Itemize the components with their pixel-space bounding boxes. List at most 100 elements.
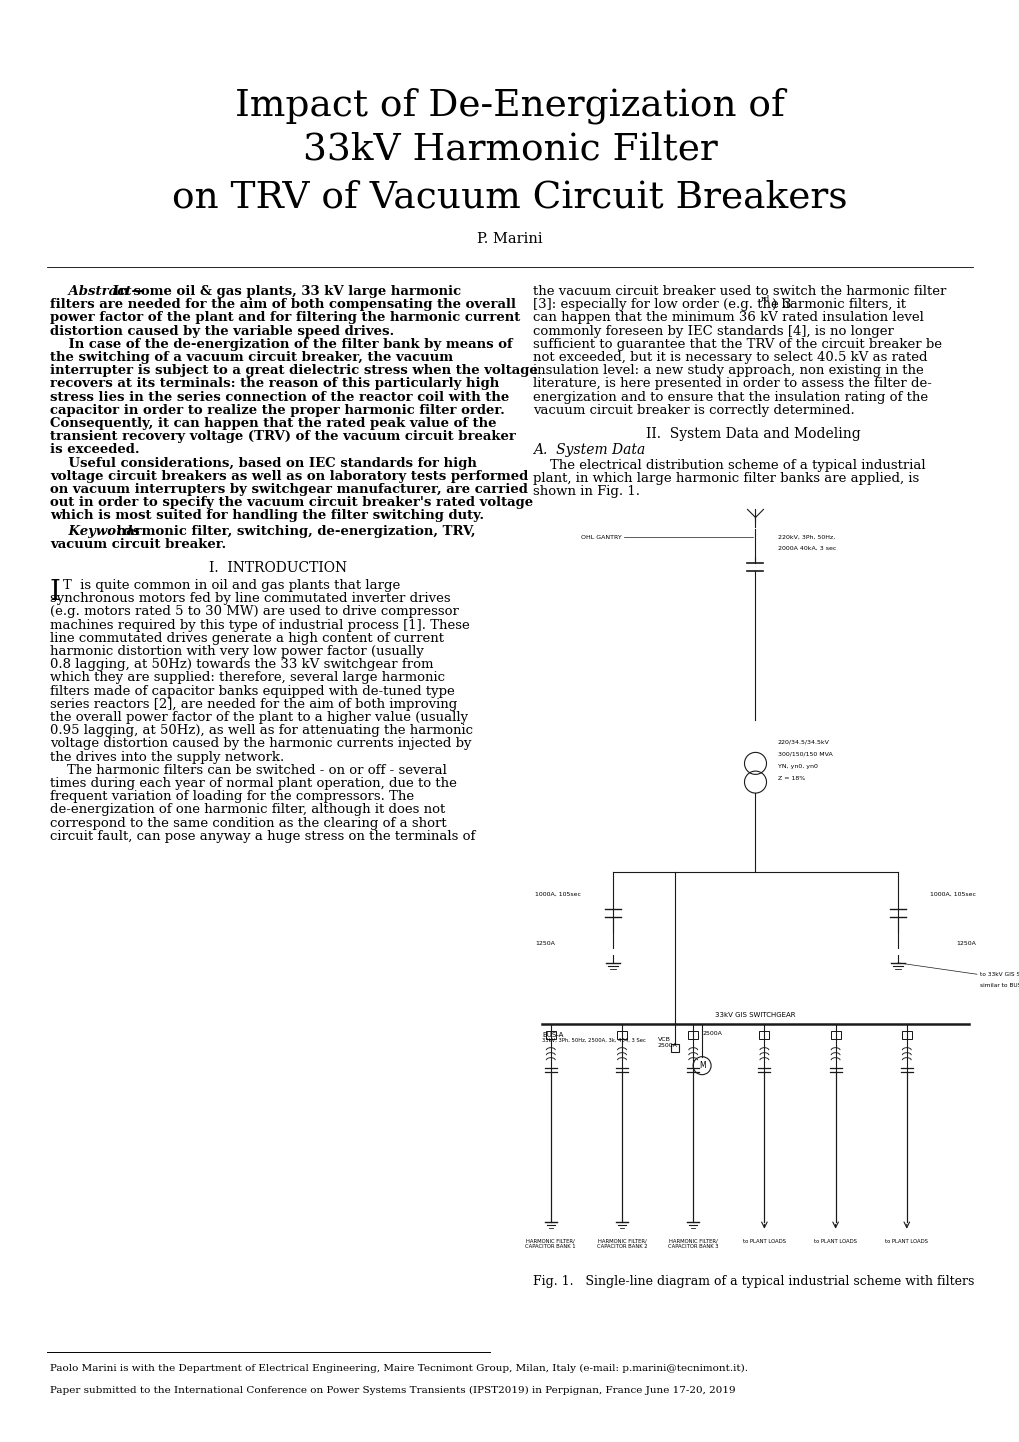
Text: the switching of a vacuum circuit breaker, the vacuum: the switching of a vacuum circuit breake… [50,350,452,363]
Text: synchronous motors fed by line commutated inverter drives: synchronous motors fed by line commutate… [50,593,450,606]
Text: HARMONIC FILTER/
CAPACITOR BANK 1: HARMONIC FILTER/ CAPACITOR BANK 1 [525,1239,576,1249]
Text: on TRV of Vacuum Circuit Breakers: on TRV of Vacuum Circuit Breakers [172,179,847,215]
Bar [545,1031,555,1038]
Text: the vacuum circuit breaker used to switch the harmonic filter: the vacuum circuit breaker used to switc… [533,286,946,298]
Text: Fig. 1.   Single-line diagram of a typical industrial scheme with filters: Fig. 1. Single-line diagram of a typical… [533,1275,973,1288]
Text: to PLANT LOADS: to PLANT LOADS [884,1239,927,1243]
Text: can happen that the minimum 36 kV rated insulation level: can happen that the minimum 36 kV rated … [533,311,923,324]
Text: harmonic distortion with very low power factor (usually: harmonic distortion with very low power … [50,645,424,658]
Text: Paolo Marini is with the Department of Electrical Engineering, Maire Tecnimont G: Paolo Marini is with the Department of E… [50,1364,747,1373]
Text: : harmonic filter, switching, de-energization, TRV,: : harmonic filter, switching, de-energiz… [107,525,475,538]
Text: 1000A, 105sec: 1000A, 105sec [929,893,975,897]
Text: 1250A: 1250A [535,942,554,946]
Text: In case of the de-energization of the filter bank by means of: In case of the de-energization of the fi… [50,337,513,350]
Text: M: M [698,1061,705,1070]
Text: 2000A 40kA, 3 sec: 2000A 40kA, 3 sec [777,547,836,551]
Text: similar to BUS-A: similar to BUS-A [979,983,1019,988]
Text: the overall power factor of the plant to a higher value (usually: the overall power factor of the plant to… [50,711,468,724]
Text: YN, yn0, yn0: YN, yn0, yn0 [777,764,817,769]
Text: line commutated drives generate a high content of current: line commutated drives generate a high c… [50,632,443,645]
Text: The harmonic filters can be switched - on or off - several: The harmonic filters can be switched - o… [50,764,446,777]
Text: on vacuum interrupters by switchgear manufacturer, are carried: on vacuum interrupters by switchgear man… [50,483,528,496]
Text: correspond to the same condition as the clearing of a short: correspond to the same condition as the … [50,816,446,829]
Text: vacuum circuit breaker.: vacuum circuit breaker. [50,538,226,551]
Text: HARMONIC FILTER/
CAPACITOR BANK 2: HARMONIC FILTER/ CAPACITOR BANK 2 [596,1239,647,1249]
Text: In some oil & gas plants, 33 kV large harmonic: In some oil & gas plants, 33 kV large ha… [113,286,461,298]
Text: A.  System Data: A. System Data [533,443,645,457]
Text: Abstract—: Abstract— [50,286,145,298]
Text: Paper submitted to the International Conference on Power Systems Transients (IPS: Paper submitted to the International Con… [50,1386,735,1394]
Text: vacuum circuit breaker is correctly determined.: vacuum circuit breaker is correctly dete… [533,404,854,417]
Text: Impact of De-Energization of: Impact of De-Energization of [234,87,785,124]
Text: rd: rd [760,296,769,303]
Text: I.  INTRODUCTION: I. INTRODUCTION [209,561,346,575]
Text: the drives into the supply network.: the drives into the supply network. [50,751,284,764]
Bar [901,1031,911,1038]
Text: 1000A, 105sec: 1000A, 105sec [535,893,581,897]
Text: 220/34.5/34.5kV: 220/34.5/34.5kV [777,740,828,746]
Text: 33kV, 3Ph, 50Hz, 2500A, 3k, 404, 3 Sec: 33kV, 3Ph, 50Hz, 2500A, 3k, 404, 3 Sec [541,1038,645,1043]
Text: 33kV Harmonic Filter: 33kV Harmonic Filter [303,133,716,169]
Text: 0.95 lagging, at 50Hz), as well as for attenuating the harmonic: 0.95 lagging, at 50Hz), as well as for a… [50,724,473,737]
Text: 2500A: 2500A [657,1043,677,1048]
Bar [671,1044,679,1051]
Text: VCB: VCB [657,1037,669,1043]
Text: to PLANT LOADS: to PLANT LOADS [813,1239,856,1243]
Text: to PLANT LOADS: to PLANT LOADS [742,1239,785,1243]
Text: transient recovery voltage (TRV) of the vacuum circuit breaker: transient recovery voltage (TRV) of the … [50,430,516,443]
Text: Consequently, it can happen that the rated peak value of the: Consequently, it can happen that the rat… [50,417,496,430]
Text: filters made of capacitor banks equipped with de-tuned type: filters made of capacitor banks equipped… [50,685,454,698]
Text: interrupter is subject to a great dielectric stress when the voltage: interrupter is subject to a great dielec… [50,365,537,378]
Text: 1250A: 1250A [955,942,975,946]
Text: is exceeded.: is exceeded. [50,443,140,457]
Bar [688,1031,698,1038]
Text: stress lies in the series connection of the reactor coil with the: stress lies in the series connection of … [50,391,508,404]
Text: insulation level: a new study approach, non existing in the: insulation level: a new study approach, … [533,365,923,378]
Text: shown in Fig. 1.: shown in Fig. 1. [533,486,639,499]
Text: (e.g. motors rated 5 to 30 MW) are used to drive compressor: (e.g. motors rated 5 to 30 MW) are used … [50,606,459,619]
Text: literature, is here presented in order to assess the filter de-: literature, is here presented in order t… [533,378,931,391]
Bar [829,1031,840,1038]
Text: machines required by this type of industrial process [1]. These: machines required by this type of indust… [50,619,470,632]
Text: [3]: especially for low order (e.g. the 3: [3]: especially for low order (e.g. the … [533,298,791,311]
Text: I: I [50,580,61,606]
Text: times during each year of normal plant operation, due to the: times during each year of normal plant o… [50,777,457,790]
Text: voltage circuit breakers as well as on laboratory tests performed: voltage circuit breakers as well as on l… [50,470,528,483]
Text: T  is quite common in oil and gas plants that large: T is quite common in oil and gas plants … [63,580,399,593]
Text: commonly foreseen by IEC standards [4], is no longer: commonly foreseen by IEC standards [4], … [533,324,893,337]
Text: de-energization of one harmonic filter, although it does not: de-energization of one harmonic filter, … [50,803,445,816]
Text: to 33kV GIS SWITCHGEAR: to 33kV GIS SWITCHGEAR [979,972,1019,976]
Text: voltage distortion caused by the harmonic currents injected by: voltage distortion caused by the harmoni… [50,737,471,750]
Text: II.  System Data and Modeling: II. System Data and Modeling [645,427,860,441]
Text: Keywords: Keywords [50,525,140,538]
Text: capacitor in order to realize the proper harmonic filter order.: capacitor in order to realize the proper… [50,404,504,417]
Text: circuit fault, can pose anyway a huge stress on the terminals of: circuit fault, can pose anyway a huge st… [50,829,475,842]
Text: OHL GANTRY: OHL GANTRY [581,535,622,539]
Text: 0.8 lagging, at 50Hz) towards the 33 kV switchgear from: 0.8 lagging, at 50Hz) towards the 33 kV … [50,658,433,671]
Text: frequent variation of loading for the compressors. The: frequent variation of loading for the co… [50,790,414,803]
Text: ) harmonic filters, it: ) harmonic filters, it [771,298,905,311]
Text: Z = 18%: Z = 18% [777,776,804,782]
Text: BUS-A: BUS-A [541,1031,562,1038]
Text: filters are needed for the aim of both compensating the overall: filters are needed for the aim of both c… [50,298,516,311]
Text: Useful considerations, based on IEC standards for high: Useful considerations, based on IEC stan… [50,457,477,470]
Text: 300/150/150 MVA: 300/150/150 MVA [777,751,832,757]
Text: 2500A: 2500A [701,1031,721,1037]
Text: HARMONIC FILTER/
CAPACITOR BANK 3: HARMONIC FILTER/ CAPACITOR BANK 3 [667,1239,717,1249]
Bar [759,1031,768,1038]
Text: series reactors [2], are needed for the aim of both improving: series reactors [2], are needed for the … [50,698,457,711]
Text: recovers at its terminals: the reason of this particularly high: recovers at its terminals: the reason of… [50,378,498,391]
Text: which they are supplied: therefore, several large harmonic: which they are supplied: therefore, seve… [50,672,444,685]
Text: not exceeded, but it is necessary to select 40.5 kV as rated: not exceeded, but it is necessary to sel… [533,350,926,363]
Text: P. Marini: P. Marini [477,232,542,247]
Text: distortion caused by the variable speed drives.: distortion caused by the variable speed … [50,324,394,337]
Text: 220kV, 3Ph, 50Hz,: 220kV, 3Ph, 50Hz, [777,535,835,539]
Text: plant, in which large harmonic filter banks are applied, is: plant, in which large harmonic filter ba… [533,472,918,485]
Text: The electrical distribution scheme of a typical industrial: The electrical distribution scheme of a … [533,459,924,472]
Text: sufficient to guarantee that the TRV of the circuit breaker be: sufficient to guarantee that the TRV of … [533,337,942,350]
Text: out in order to specify the vacuum circuit breaker's rated voltage: out in order to specify the vacuum circu… [50,496,533,509]
Text: which is most suited for handling the filter switching duty.: which is most suited for handling the fi… [50,509,484,522]
Text: 33kV GIS SWITCHGEAR: 33kV GIS SWITCHGEAR [714,1012,795,1018]
Bar [616,1031,627,1038]
Text: power factor of the plant and for filtering the harmonic current: power factor of the plant and for filter… [50,311,520,324]
